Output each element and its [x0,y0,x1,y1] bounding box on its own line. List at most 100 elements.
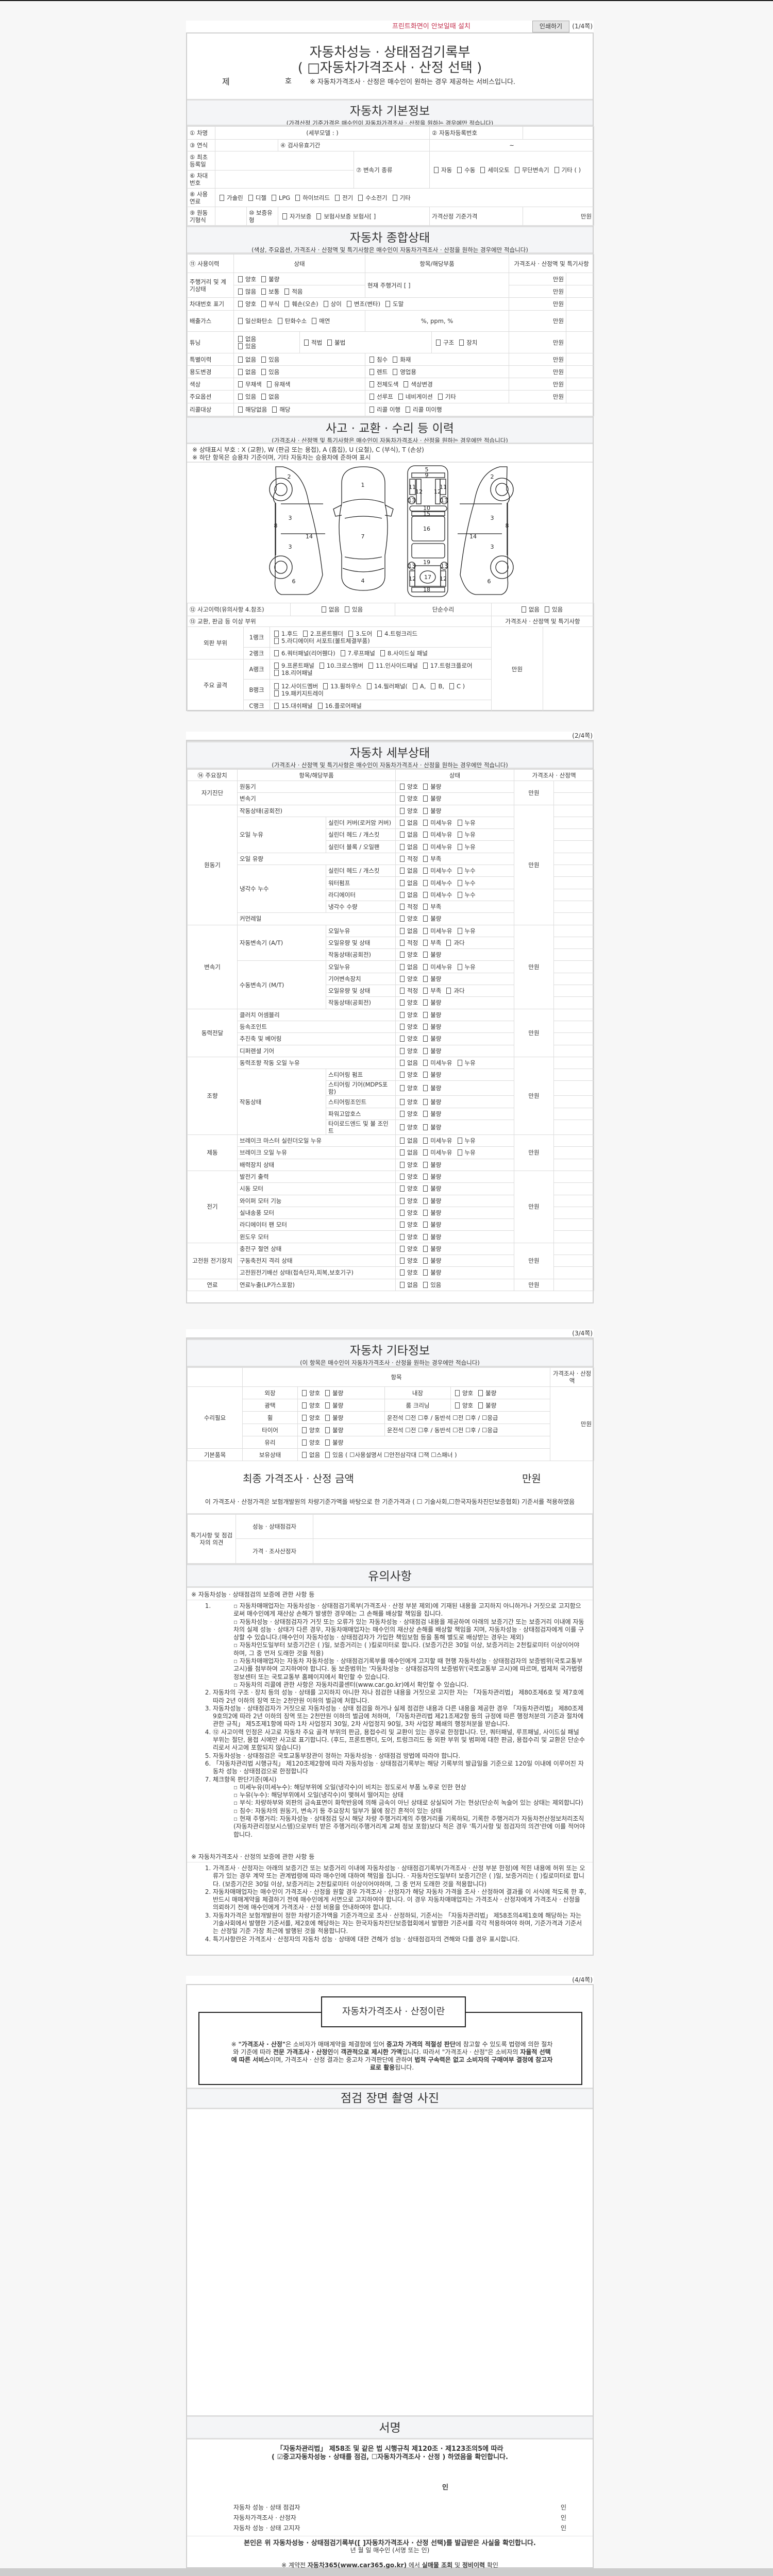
checkbox[interactable] [302,1439,307,1446]
remark-cell[interactable] [553,1170,595,1183]
checkbox[interactable] [327,339,332,346]
checkbox[interactable] [261,276,266,282]
checkbox-option[interactable]: 디젤 [246,194,266,201]
checkbox[interactable] [423,1124,428,1131]
checkbox-option[interactable]: B, [429,683,444,690]
checkbox-option[interactable]: 불량 [421,1098,441,1106]
checkbox-option[interactable]: 양호 [398,1098,418,1106]
checkbox[interactable] [412,683,417,689]
checkbox[interactable] [423,1047,428,1054]
checkbox[interactable] [400,963,405,970]
remark-cell[interactable] [553,1020,595,1033]
checkbox-option[interactable]: 가솔린 [217,194,243,201]
checkbox[interactable] [423,927,428,934]
checkbox[interactable] [400,1185,405,1192]
checkbox[interactable] [400,1138,405,1144]
checkbox-option[interactable]: 해당 [270,406,291,413]
checkbox[interactable] [423,1085,428,1092]
checkbox[interactable] [423,1161,428,1168]
remark-cell[interactable] [566,365,595,378]
checkbox[interactable] [457,963,462,970]
checkbox-option[interactable]: 2.프론트휀더 [301,630,343,637]
checkbox-option[interactable]: 불량 [421,783,441,790]
remark-cell[interactable] [553,936,595,950]
checkbox-option[interactable]: 불량 [421,1047,441,1055]
checkbox-option[interactable]: 누수 [456,867,476,874]
checkbox-option[interactable]: 세미오토 [478,166,510,174]
checkbox[interactable] [271,194,276,201]
checkbox-option[interactable]: 양호 [398,1209,418,1216]
checkbox[interactable] [423,784,428,790]
checkbox[interactable] [400,1233,405,1240]
checkbox[interactable] [480,166,485,173]
remark-cell[interactable] [553,1107,595,1121]
checkbox-option[interactable]: 양호 [300,1414,320,1421]
checkbox[interactable] [392,194,397,201]
first-reg-field[interactable] [215,151,354,171]
checkbox-option[interactable]: 누유 [456,1137,476,1144]
checkbox-option[interactable]: 5.라디에이터 서포트(볼트체결부품) [272,637,370,645]
checkbox-option[interactable]: 누유 [456,831,476,838]
checkbox-option[interactable]: 없음 [398,1137,418,1144]
checkbox-option[interactable]: 적법 [302,339,322,346]
checkbox-option[interactable]: 미세누유 [421,831,452,838]
remark-cell[interactable] [553,1158,595,1171]
checkbox-option[interactable]: 네비게이션 [396,393,433,400]
checkbox[interactable] [302,1389,307,1396]
checkbox[interactable] [457,166,462,173]
reg-no-field[interactable] [523,126,595,140]
checkbox-option[interactable]: 불량 [323,1389,343,1397]
checkbox-option[interactable]: 무채색 [236,381,262,388]
checkbox-option[interactable]: 미세누수 [421,891,452,899]
checkbox-option[interactable]: 부족 [421,987,441,994]
checkbox-option[interactable]: 불량 [323,1439,343,1446]
checkbox[interactable] [238,318,243,324]
checkbox-option[interactable]: 불량 [421,951,441,958]
remark-cell[interactable] [553,1206,595,1219]
checkbox-option[interactable]: 양호 [398,1124,418,1131]
buyer-date-line[interactable]: 년 월 일 매수인 (서명 또는 인) [350,2547,430,2554]
checkbox-option[interactable]: 없음 [519,606,540,613]
checkbox-option[interactable]: 없음 [398,831,418,838]
checkbox[interactable] [400,843,405,850]
checkbox-option[interactable]: 양호 [300,1427,320,1434]
checkbox-option[interactable]: 불량 [421,999,441,1006]
remark-cell[interactable] [553,960,595,973]
checkbox-option[interactable]: 상이 [322,300,342,308]
remark-cell[interactable] [566,297,595,311]
checkbox[interactable] [325,1402,330,1409]
checkbox-option[interactable]: 10.크로스멤버 [317,662,363,669]
wheel-position-checkboxes[interactable]: 운전석 ☐전 ☐후 / 동반석 ☐전 ☐후 / ☐응급 [384,1411,551,1424]
checkbox-option[interactable]: 17.트렁크플로어 [421,662,473,669]
current-mileage-field[interactable]: 현재 주행거리 [ ] [365,273,510,298]
checkbox-option[interactable]: 기타 ( ) [552,166,581,174]
checkbox[interactable] [423,832,428,838]
checkbox[interactable] [400,1072,405,1078]
checkbox-option[interactable]: 영업용 [391,368,416,376]
checkbox-option[interactable]: 구조 [434,339,454,346]
checkbox[interactable] [261,288,266,295]
checkbox[interactable] [323,301,328,307]
checkbox[interactable] [393,368,398,375]
checkbox[interactable] [400,927,405,934]
checkbox-option[interactable]: 없음 [300,1451,320,1459]
checkbox[interactable] [312,318,317,324]
print-install-link[interactable]: 프린트화면이 안보일때 설치 [392,23,470,30]
checkbox-option[interactable]: 불량 [421,1233,441,1241]
checkbox[interactable] [423,1245,428,1252]
checkbox[interactable] [266,381,272,387]
checkbox[interactable] [423,1222,428,1228]
checkbox-option[interactable]: 양호 [398,1233,418,1241]
checkbox-option[interactable]: 없음 [398,819,418,826]
checkbox-option[interactable]: 불량 [421,1023,441,1030]
checkbox-option[interactable]: 미세누유 [421,843,452,851]
checkbox[interactable] [423,1024,428,1030]
checkbox[interactable] [400,855,405,862]
checkbox-option[interactable]: 11.인사이드패널 [366,662,418,669]
checkbox-option[interactable]: 매연 [310,317,330,325]
checkbox[interactable] [348,630,354,637]
checkbox-option[interactable]: 불량 [476,1402,496,1409]
engine-type-field[interactable] [215,207,247,226]
checkbox[interactable] [220,194,224,201]
remark-cell[interactable] [553,780,595,793]
